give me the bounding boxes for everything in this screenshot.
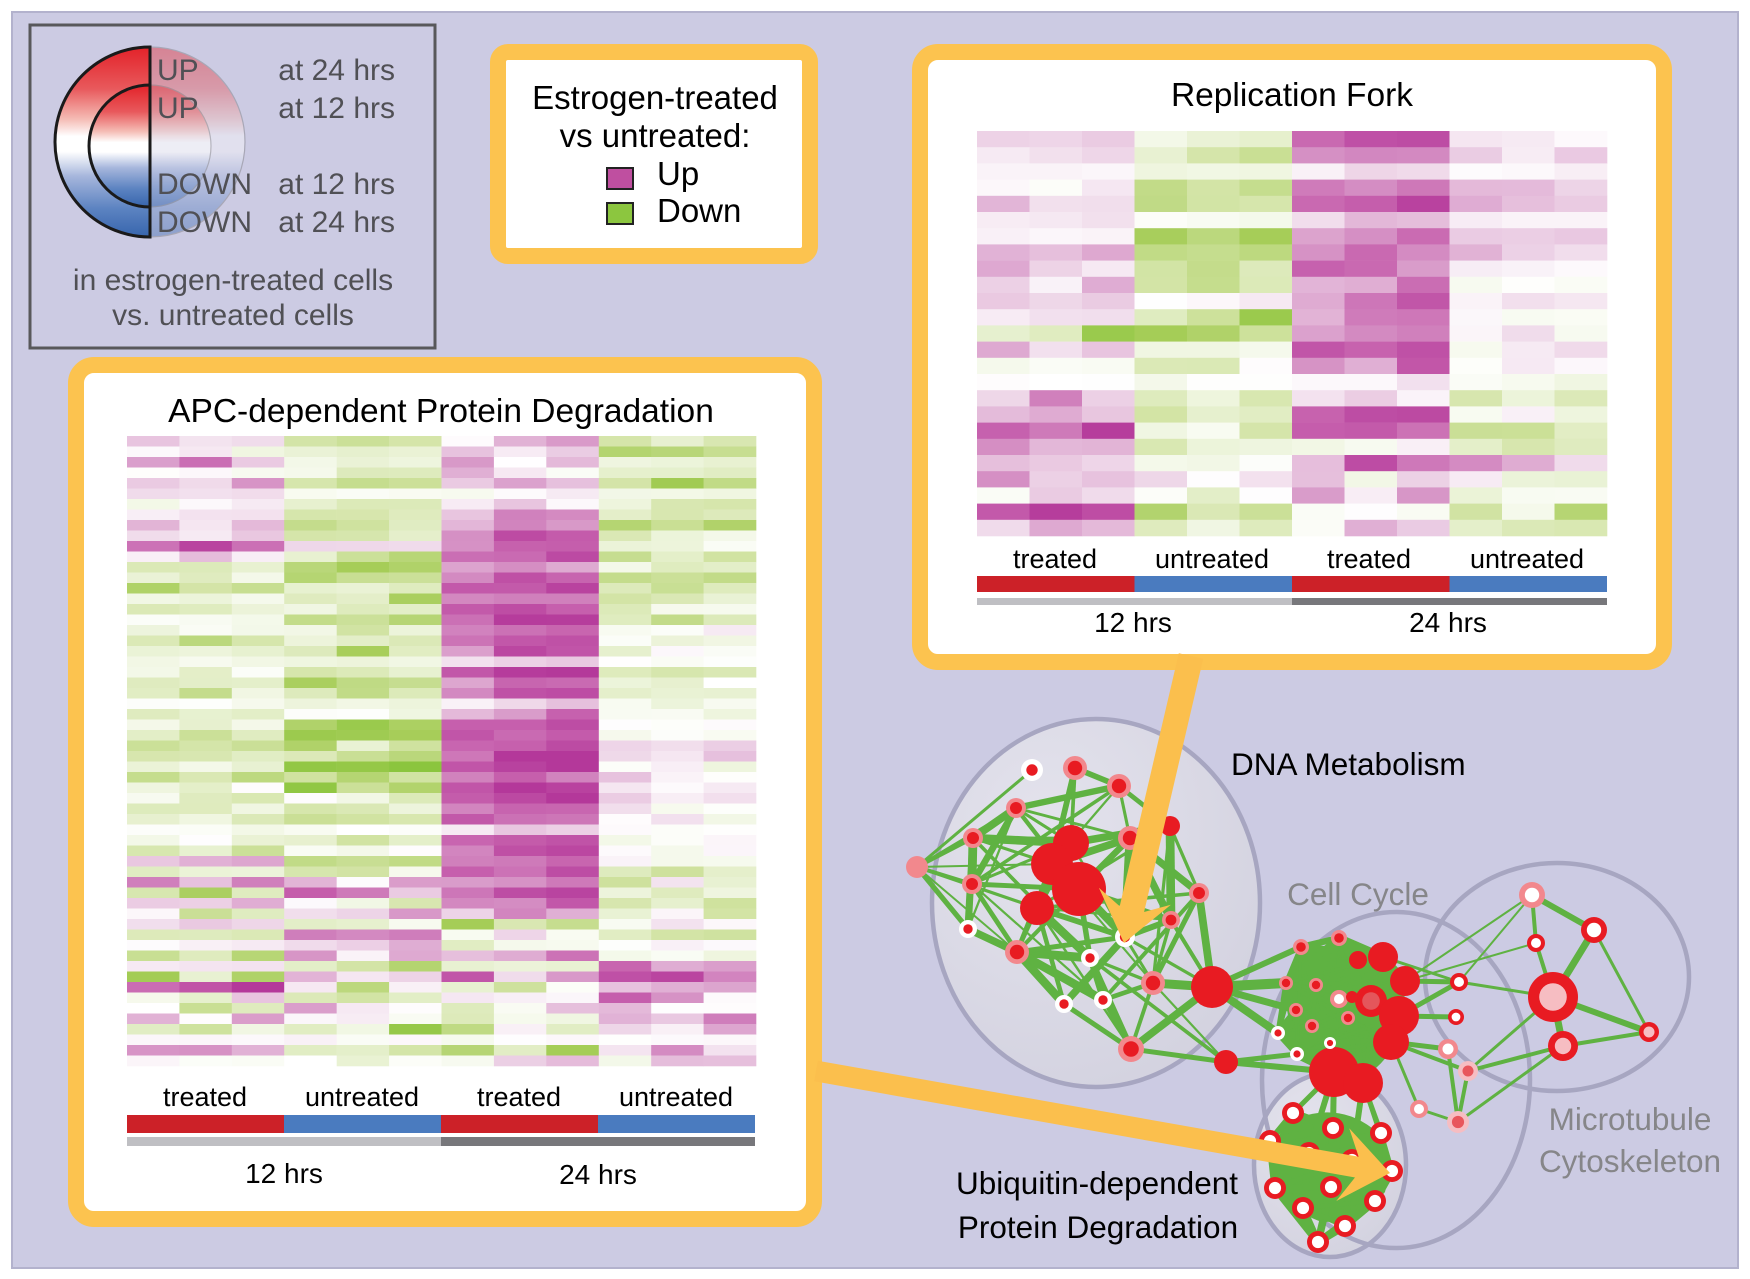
svg-text:treated: treated (1327, 544, 1411, 574)
svg-text:UP: UP (157, 54, 199, 87)
svg-text:Microtubule: Microtubule (1549, 1101, 1712, 1137)
svg-text:DNA Metabolism: DNA Metabolism (1231, 746, 1466, 782)
svg-text:Protein Degradation: Protein Degradation (958, 1209, 1238, 1245)
svg-text:Ubiquitin-dependent: Ubiquitin-dependent (956, 1165, 1238, 1201)
svg-text:untreated: untreated (1155, 544, 1269, 574)
svg-text:vs. untreated cells: vs. untreated cells (112, 299, 354, 332)
svg-text:DOWN: DOWN (157, 206, 252, 239)
svg-text:treated: treated (1013, 544, 1097, 574)
svg-text:untreated: untreated (305, 1082, 419, 1112)
svg-text:Estrogen-treated: Estrogen-treated (532, 79, 778, 116)
svg-text:at 24 hrs: at 24 hrs (278, 54, 395, 87)
svg-text:12 hrs: 12 hrs (1094, 607, 1172, 638)
svg-text:at 12 hrs: at 12 hrs (278, 168, 395, 201)
svg-text:Down: Down (657, 192, 741, 229)
svg-text:Cytoskeleton: Cytoskeleton (1539, 1143, 1721, 1179)
svg-text:treated: treated (477, 1082, 561, 1112)
svg-text:APC-dependent Protein Degradat: APC-dependent Protein Degradation (168, 393, 714, 430)
svg-text:at 24 hrs: at 24 hrs (278, 206, 395, 239)
svg-text:Cell Cycle: Cell Cycle (1287, 876, 1429, 912)
svg-text:at 12 hrs: at 12 hrs (278, 92, 395, 125)
svg-text:in estrogen-treated cells: in estrogen-treated cells (73, 264, 393, 297)
svg-text:vs untreated:: vs untreated: (560, 117, 751, 154)
svg-text:Up: Up (657, 155, 699, 192)
svg-text:DOWN: DOWN (157, 168, 252, 201)
svg-text:treated: treated (163, 1082, 247, 1112)
svg-text:24 hrs: 24 hrs (559, 1159, 637, 1190)
svg-text:UP: UP (157, 92, 199, 125)
svg-text:12 hrs: 12 hrs (245, 1158, 323, 1189)
svg-text:24 hrs: 24 hrs (1409, 607, 1487, 638)
svg-text:Replication Fork: Replication Fork (1171, 77, 1413, 114)
svg-text:untreated: untreated (1470, 544, 1584, 574)
svg-text:untreated: untreated (619, 1082, 733, 1112)
